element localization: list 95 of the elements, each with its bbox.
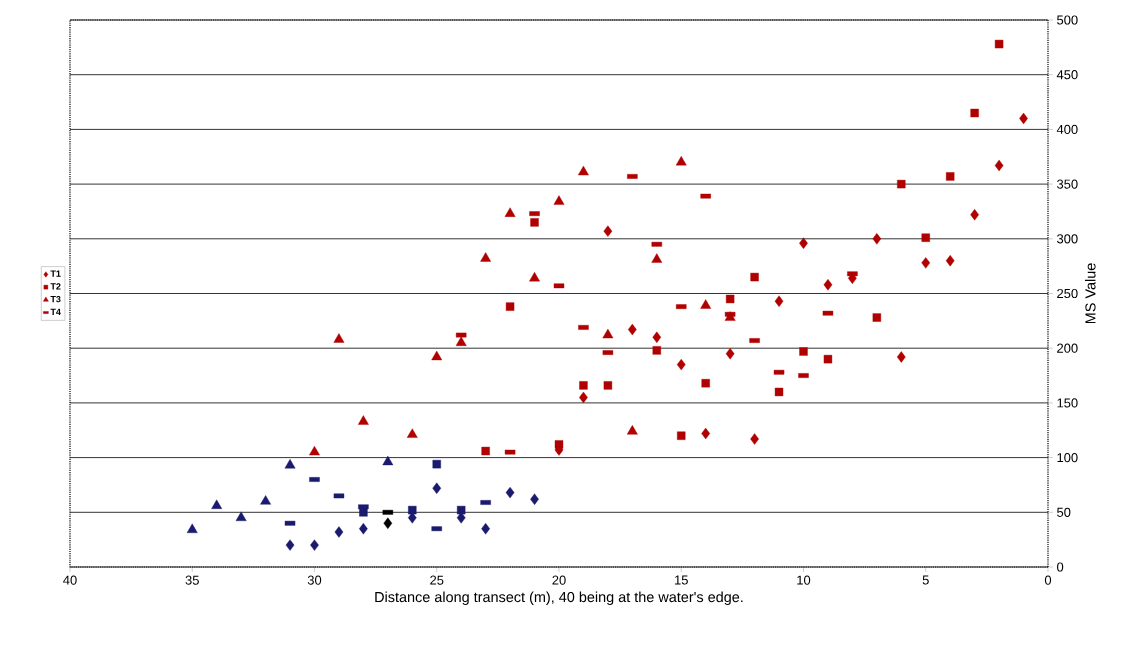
point [725,294,735,304]
point [750,433,759,445]
legend-label: T3 [50,295,61,303]
y-tick-label: 500 [1057,15,1078,25]
x-axis-title: Distance along transect (m), 40 being at the water's edge. [375,591,743,605]
y-tick-label: 250 [1057,288,1078,299]
point [921,257,931,269]
point [260,495,271,505]
point [358,415,369,425]
point [774,295,784,307]
point [970,108,979,118]
x-tick-label: 5 [922,575,929,585]
point [359,508,368,517]
point [285,539,295,551]
point [554,440,564,449]
point [432,459,441,469]
point [481,446,490,456]
point [455,336,467,346]
y-tick-label: 150 [1057,398,1078,408]
point [504,207,516,217]
point [529,272,540,282]
point [578,165,589,176]
point [480,252,492,262]
point [602,328,614,339]
point [626,425,638,435]
point [309,445,320,456]
point [774,387,784,397]
y-tick-label: 300 [1057,234,1078,244]
legend-label: T2 [50,283,61,290]
point [970,209,979,221]
point [945,255,955,267]
point [750,272,759,282]
x-tick-label: 10 [797,575,811,585]
point [383,517,393,529]
point [505,302,515,311]
y-tick-label: 0 [1057,562,1064,572]
point [896,351,906,363]
point [382,455,394,466]
point [333,333,345,343]
point [359,523,368,535]
x-tick-label: 15 [675,575,688,585]
point [799,347,808,356]
point [211,499,223,509]
point [432,482,442,494]
point [675,156,687,166]
point [284,459,296,469]
point [677,431,686,440]
y-tick-label: 50 [1057,507,1071,517]
point [946,172,955,181]
point [823,354,833,364]
point [921,233,930,242]
y-tick-label: 450 [1056,70,1078,80]
point [334,526,344,538]
y-tick-label: 100 [1057,453,1078,463]
point [186,523,198,533]
point [310,539,319,551]
point [700,299,712,309]
point [530,493,539,505]
point [872,313,882,322]
point [553,195,565,205]
x-tick-label: 40 [63,575,77,585]
point [701,379,710,388]
point [994,39,1004,49]
y-tick-label: 400 [1056,124,1078,134]
point [579,381,588,390]
point [481,523,490,535]
legend-label: T1 [50,270,61,277]
point [652,346,661,355]
y-tick-label: 200 [1057,343,1078,353]
point [408,505,417,515]
x-tick-label: 0 [1044,575,1052,585]
y-axis-title: MS Value [1084,263,1096,324]
point [872,233,882,245]
point [603,381,613,390]
point [799,237,808,249]
point [530,218,539,227]
point [676,358,686,371]
point [406,428,418,438]
x-tick-label: 25 [430,575,444,585]
point [725,347,735,360]
point [994,159,1004,172]
point [431,350,443,361]
point [823,279,833,291]
point [897,179,906,189]
x-tick-label: 20 [552,575,566,585]
x-tick-label: 30 [307,575,322,585]
point [235,511,247,521]
y-tick-label: 350 [1057,179,1078,189]
x-tick-label: 35 [185,575,199,585]
point [603,225,613,237]
point [457,505,466,515]
point [651,253,663,263]
point [505,486,515,499]
point [652,331,662,343]
legend-label: T4 [50,308,61,315]
